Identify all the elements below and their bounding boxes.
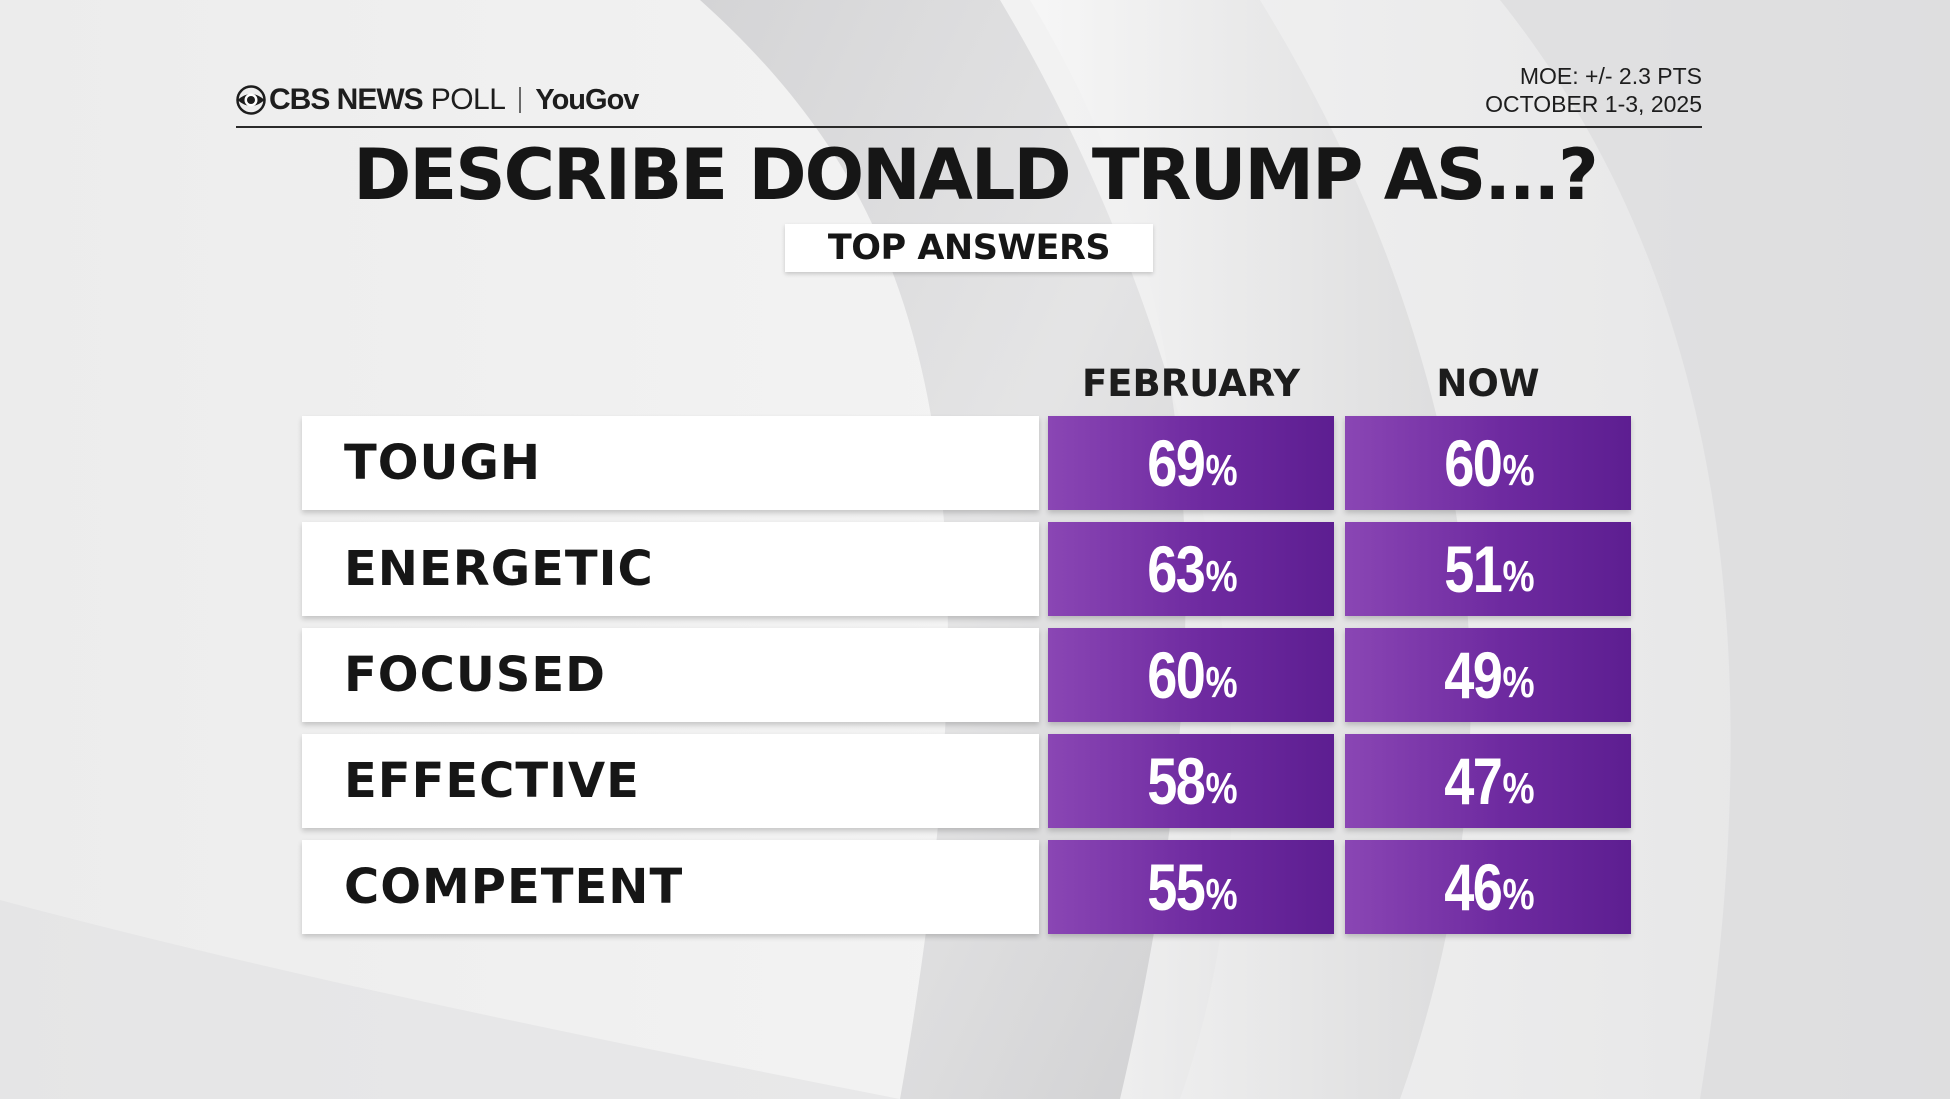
column-header-now: NOW	[1436, 361, 1540, 405]
row-label: EFFECTIVE	[302, 734, 1039, 828]
column-header-february: FEBRUARY	[1081, 361, 1301, 405]
cbs-eye-icon	[236, 85, 266, 115]
row-label: TOUGH	[302, 416, 1039, 510]
value-number: 69	[1146, 426, 1206, 500]
percent-sign: %	[1205, 446, 1238, 495]
percent-sign: %	[1502, 658, 1535, 707]
percent-sign: %	[1502, 870, 1535, 919]
page-title: DESCRIBE DONALD TRUMP AS...?	[353, 134, 1598, 216]
percent-sign: %	[1205, 870, 1238, 919]
percent-sign: %	[1205, 552, 1238, 601]
brand-divider	[519, 87, 522, 113]
brand-cbs-news: CBS NEWS	[269, 83, 424, 116]
value-cell-february: 55%	[1048, 840, 1334, 934]
value-number: 60	[1443, 426, 1503, 500]
percent-sign: %	[1205, 764, 1238, 813]
value-cell-now: 51%	[1345, 522, 1631, 616]
value-number: 49	[1443, 638, 1503, 712]
value-number: 46	[1443, 850, 1503, 924]
percent-sign: %	[1502, 552, 1535, 601]
value-cell-february: 60%	[1048, 628, 1334, 722]
margin-of-error: MOE: +/- 2.3 PTS	[1519, 63, 1702, 89]
percent-sign: %	[1205, 658, 1238, 707]
value-number: 47	[1443, 744, 1503, 818]
value-cell-now: 60%	[1345, 416, 1631, 510]
subtitle-badge: TOP ANSWERS	[785, 224, 1153, 272]
brand-yougov: YouGov	[535, 83, 639, 116]
percent-sign: %	[1502, 446, 1535, 495]
brand-poll: POLL	[430, 83, 506, 116]
brand-logo: CBS NEWS POLL YouGov	[236, 80, 639, 120]
value-cell-february: 69%	[1048, 416, 1334, 510]
value-cell-now: 47%	[1345, 734, 1631, 828]
poll-info: MOE: +/- 2.3 PTS OCTOBER 1-3, 2025	[1485, 62, 1702, 118]
value-number: 55	[1146, 850, 1206, 924]
value-number: 58	[1146, 744, 1206, 818]
value-number: 51	[1443, 532, 1503, 606]
row-label: FOCUSED	[302, 628, 1039, 722]
poll-dates: OCTOBER 1-3, 2025	[1485, 91, 1702, 117]
value-number: 63	[1146, 532, 1206, 606]
percent-sign: %	[1502, 764, 1535, 813]
value-cell-february: 58%	[1048, 734, 1334, 828]
row-label: ENERGETIC	[302, 522, 1039, 616]
row-label: COMPETENT	[302, 840, 1039, 934]
value-number: 60	[1146, 638, 1206, 712]
value-cell-february: 63%	[1048, 522, 1334, 616]
value-cell-now: 46%	[1345, 840, 1631, 934]
value-cell-now: 49%	[1345, 628, 1631, 722]
header-divider	[236, 126, 1702, 128]
